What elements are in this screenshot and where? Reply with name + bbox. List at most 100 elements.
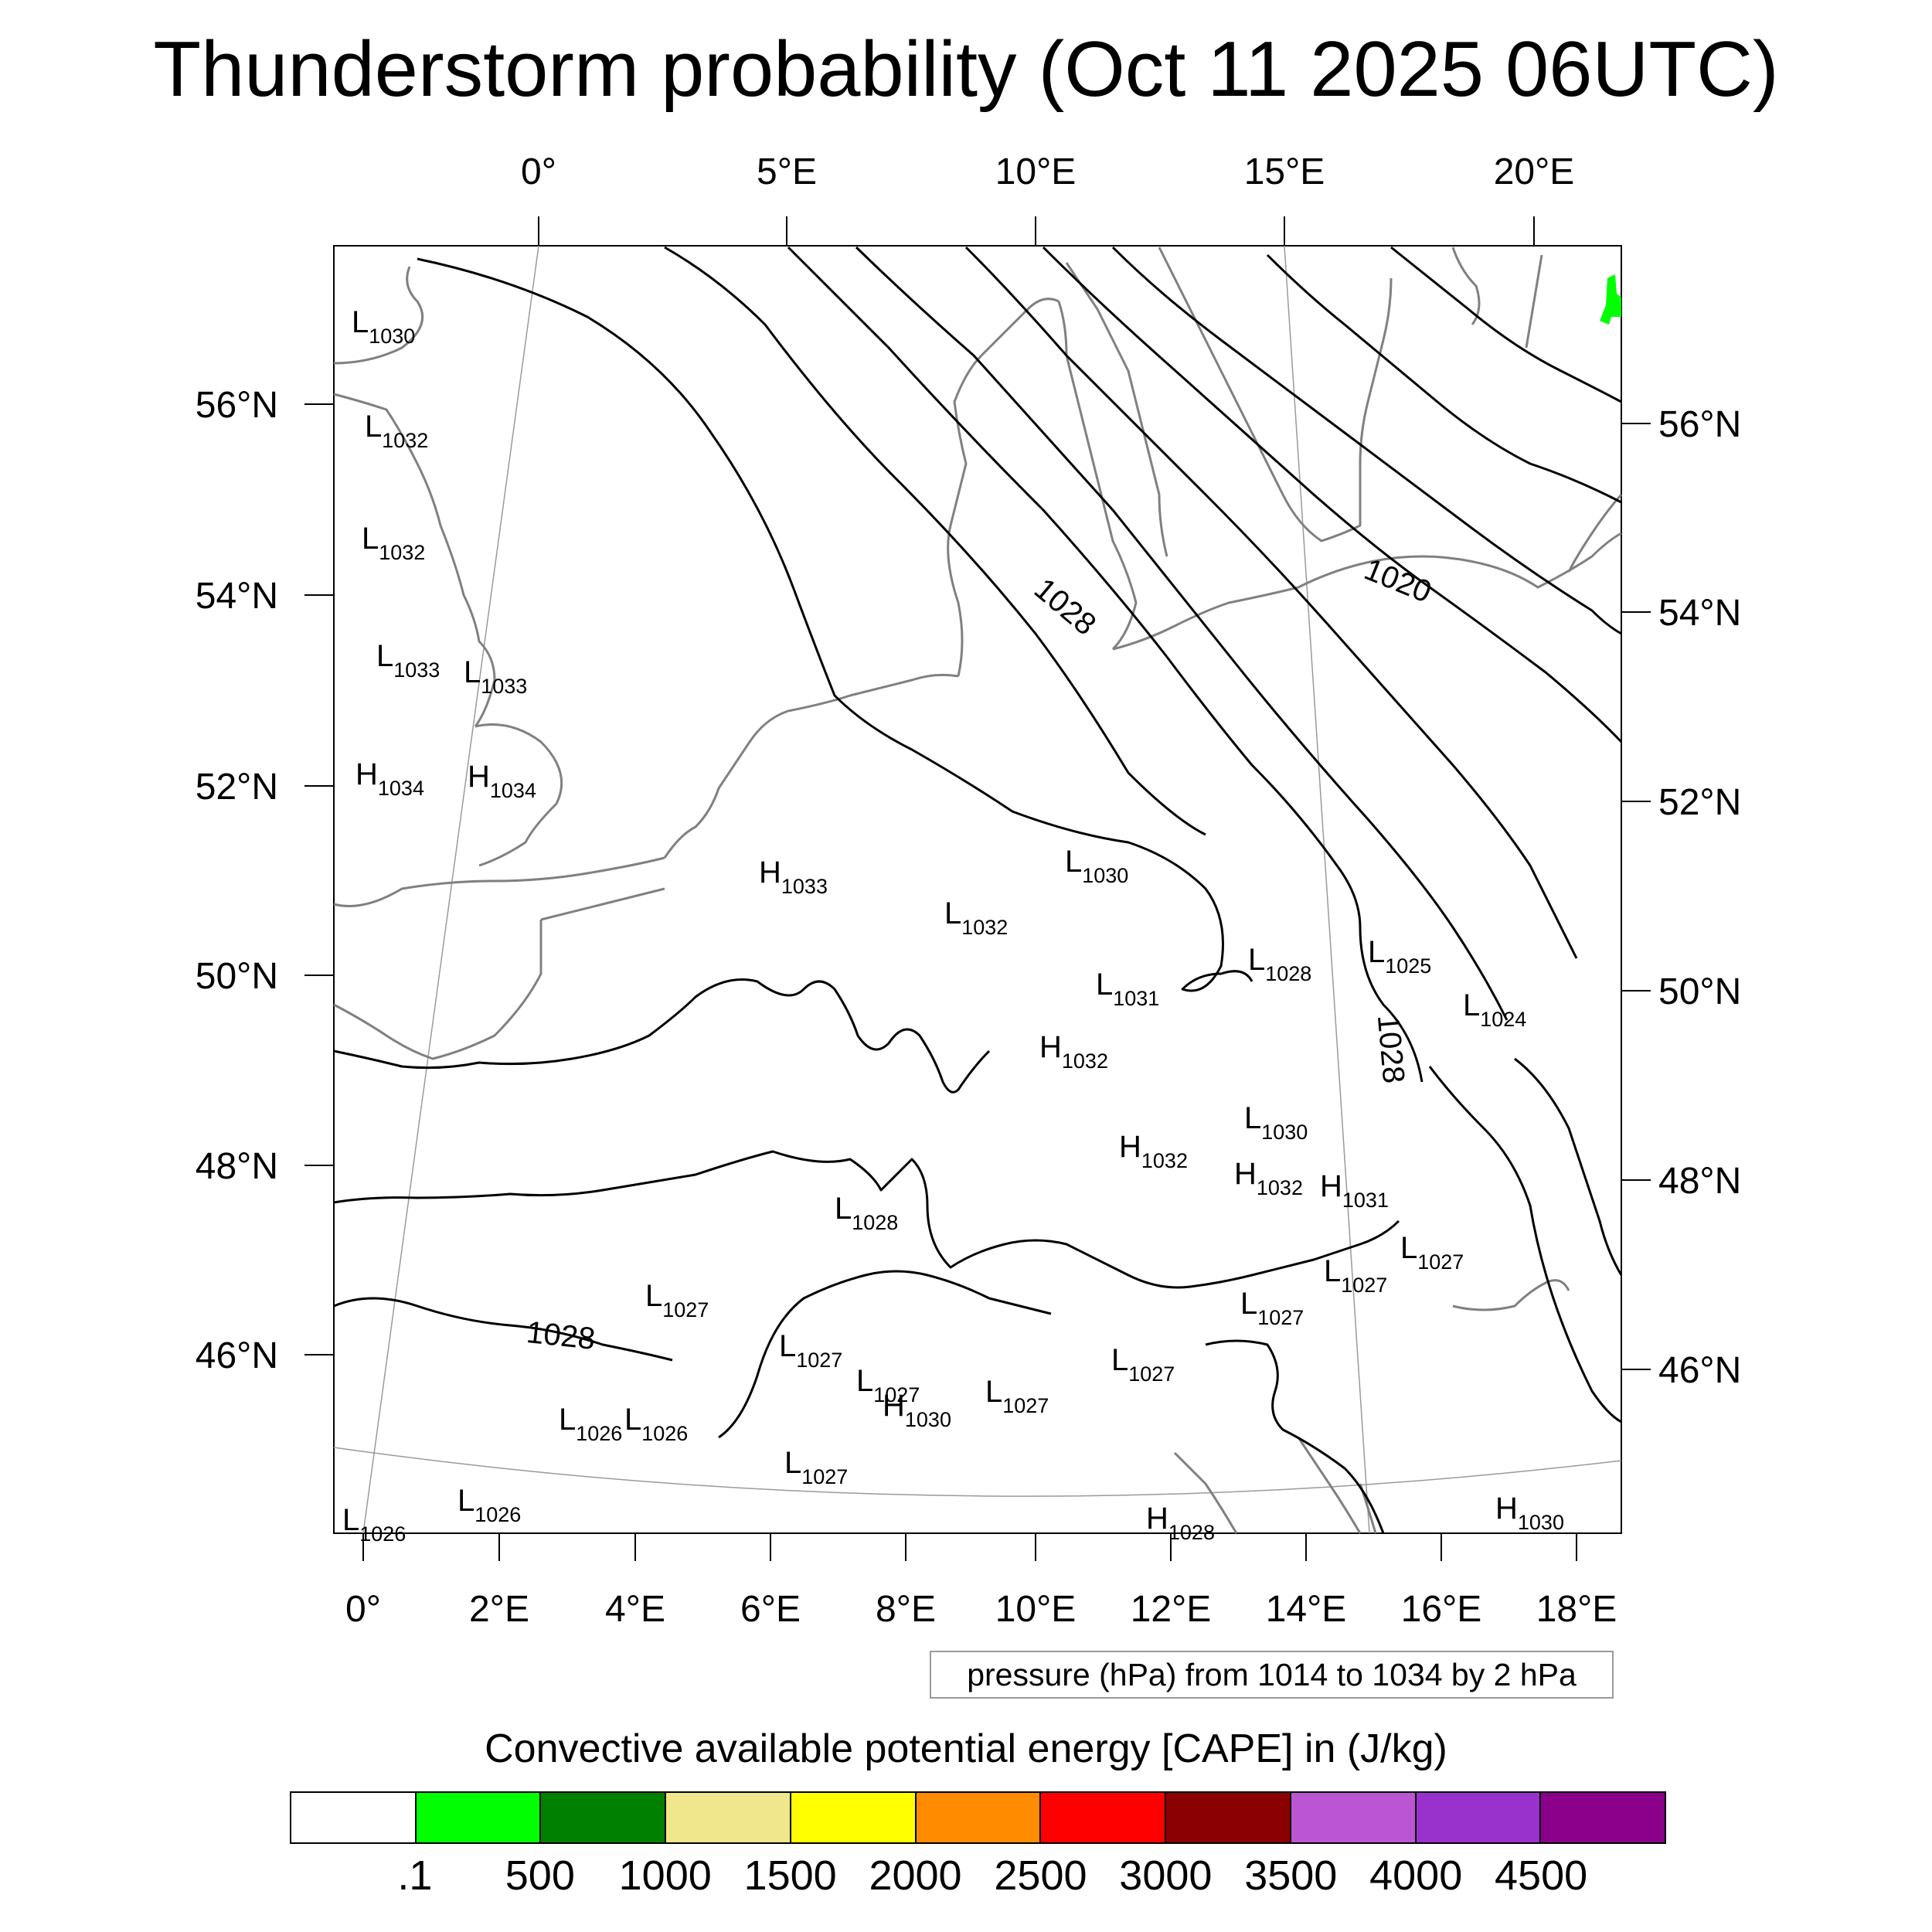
pressure-center-low: L1030 — [1244, 1101, 1308, 1144]
colorbar-label: 3500 — [1244, 1852, 1338, 1899]
pressure-center-high: H1032 — [1234, 1157, 1303, 1199]
latitude-label: 46°N — [1658, 1350, 1741, 1391]
colorbar-swatch — [916, 1793, 1042, 1842]
top-longitude-axis: 0° 5°E 10°E 15°E 20°E — [521, 151, 1574, 246]
pressure-center-low: L1027 — [645, 1279, 709, 1321]
latitude-label: 48°N — [196, 1146, 278, 1187]
longitude-label: 6°E — [740, 1589, 801, 1630]
pressure-center-type: L — [1463, 988, 1480, 1022]
longitude-label: 0° — [521, 151, 556, 192]
pressure-center-type: L — [1244, 1101, 1261, 1135]
pressure-center-value: 1027 — [1417, 1250, 1464, 1274]
pressure-center-value: 1026 — [576, 1422, 622, 1445]
longitude-label: 15°E — [1244, 151, 1325, 192]
longitude-label: 12°E — [1131, 1589, 1212, 1630]
colorbar-label: 3000 — [1119, 1852, 1213, 1899]
latitude-label: 56°N — [1658, 404, 1741, 445]
pressure-center-value: 1032 — [961, 916, 1008, 939]
longitude-label: 10°E — [995, 151, 1077, 192]
pressure-center-value: 1032 — [382, 429, 428, 452]
pressure-center-value: 1028 — [852, 1211, 898, 1234]
colorbar-label: 500 — [505, 1852, 575, 1899]
longitude-label: 16°E — [1401, 1589, 1482, 1630]
pressure-center-low: L1027 — [779, 1329, 842, 1372]
colorbar-swatch — [541, 1793, 667, 1842]
pressure-center-low: L1032 — [365, 410, 428, 452]
pressure-center-type: L — [784, 1446, 801, 1480]
pressure-center-value: 1025 — [1385, 954, 1431, 978]
pressure-center-value: 1033 — [481, 675, 527, 698]
pressure-center-low: L1027 — [856, 1364, 920, 1406]
pressure-center-type: H — [1495, 1492, 1518, 1526]
pressure-center-value: 1034 — [490, 779, 536, 802]
pressure-center-value: 1033 — [781, 875, 828, 898]
pressure-center-value: 1027 — [1128, 1362, 1175, 1386]
pressure-center-low: L1031 — [1096, 968, 1159, 1010]
pressure-center-type: L — [835, 1192, 852, 1226]
colorbar-swatch — [416, 1793, 542, 1842]
pressure-center-high: H1028 — [1146, 1502, 1215, 1544]
pressure-center-type: L — [1240, 1287, 1257, 1321]
pressure-center-low: L1027 — [1240, 1287, 1304, 1329]
pressure-center-value: 1030 — [1082, 864, 1128, 887]
colorbar-swatch — [1291, 1793, 1417, 1842]
pressure-center-type: L — [1111, 1343, 1128, 1377]
longitude-label: 5°E — [757, 151, 817, 192]
pressure-center-type: L — [457, 1484, 474, 1518]
pressure-center-low: L1030 — [1065, 845, 1128, 887]
pressure-center-value: 1027 — [1002, 1394, 1049, 1417]
latitude-label: 50°N — [196, 956, 278, 997]
pressure-center-type: H — [468, 760, 490, 794]
longitude-label: 10°E — [995, 1589, 1077, 1630]
latitude-label: 46°N — [196, 1335, 278, 1376]
pressure-center-low: L1027 — [1400, 1231, 1464, 1274]
pressure-center-type: L — [376, 639, 393, 673]
colorbar-swatch — [291, 1793, 417, 1842]
pressure-center-value: 1024 — [1480, 1008, 1526, 1031]
pressure-center-low: L1026 — [624, 1403, 688, 1445]
pressure-center-low: L1027 — [784, 1446, 848, 1488]
isobars — [333, 246, 1623, 1534]
pressure-center-high: H1032 — [1039, 1030, 1108, 1073]
colorbar-label: 2500 — [994, 1852, 1087, 1899]
pressure-center-value: 1033 — [393, 658, 440, 682]
isobar-label: 1028 — [1371, 1013, 1411, 1084]
pressure-center-type: L — [856, 1364, 873, 1398]
colorbar-label: 1000 — [618, 1852, 712, 1899]
colorbar-swatch — [1416, 1793, 1542, 1842]
pressure-center-value: 1030 — [1261, 1121, 1308, 1144]
pressure-center-low: L1026 — [457, 1484, 521, 1526]
pressure-center-type: L — [944, 896, 961, 930]
pressure-center-value: 1032 — [1062, 1049, 1108, 1073]
pressure-center-value: 1028 — [1265, 962, 1311, 985]
pressure-center-low: L1026 — [342, 1503, 406, 1546]
longitude-label: 8°E — [876, 1589, 936, 1630]
pressure-center-value: 1027 — [873, 1383, 920, 1406]
pressure-center-type: L — [342, 1503, 359, 1537]
pressure-center-type: L — [779, 1329, 796, 1363]
longitude-label: 2°E — [469, 1589, 529, 1630]
colorbar-label: 2000 — [869, 1852, 962, 1899]
longitude-label: 20°E — [1494, 151, 1575, 192]
pressure-center-low: L1024 — [1463, 988, 1526, 1031]
pressure-center-value: 1032 — [1141, 1149, 1188, 1172]
map-title: Thunderstorm probability (Oct 11 2025 06… — [153, 26, 1779, 113]
map-frame — [333, 245, 1622, 1534]
pressure-center-value: 1031 — [1342, 1189, 1389, 1212]
pressure-center-type: H — [1234, 1157, 1257, 1191]
pressure-center-value: 1026 — [474, 1503, 521, 1526]
pressure-center-type: L — [1368, 935, 1385, 969]
left-latitude-axis: 56°N 54°N 52°N 50°N 48°N 46°N — [196, 385, 334, 1376]
pressure-center-type: H — [1119, 1130, 1141, 1164]
latitude-label: 56°N — [196, 385, 278, 426]
pressure-center-type: L — [559, 1403, 576, 1437]
pressure-center-type: L — [1065, 845, 1082, 879]
pressure-center-high: H1032 — [1119, 1130, 1188, 1172]
pressure-center-value: 1030 — [1518, 1511, 1564, 1534]
pressure-center-value: 1027 — [662, 1298, 709, 1321]
latitude-label: 52°N — [1658, 782, 1741, 823]
pressure-center-high: H1034 — [468, 760, 536, 802]
colorbar-swatch — [666, 1793, 791, 1842]
